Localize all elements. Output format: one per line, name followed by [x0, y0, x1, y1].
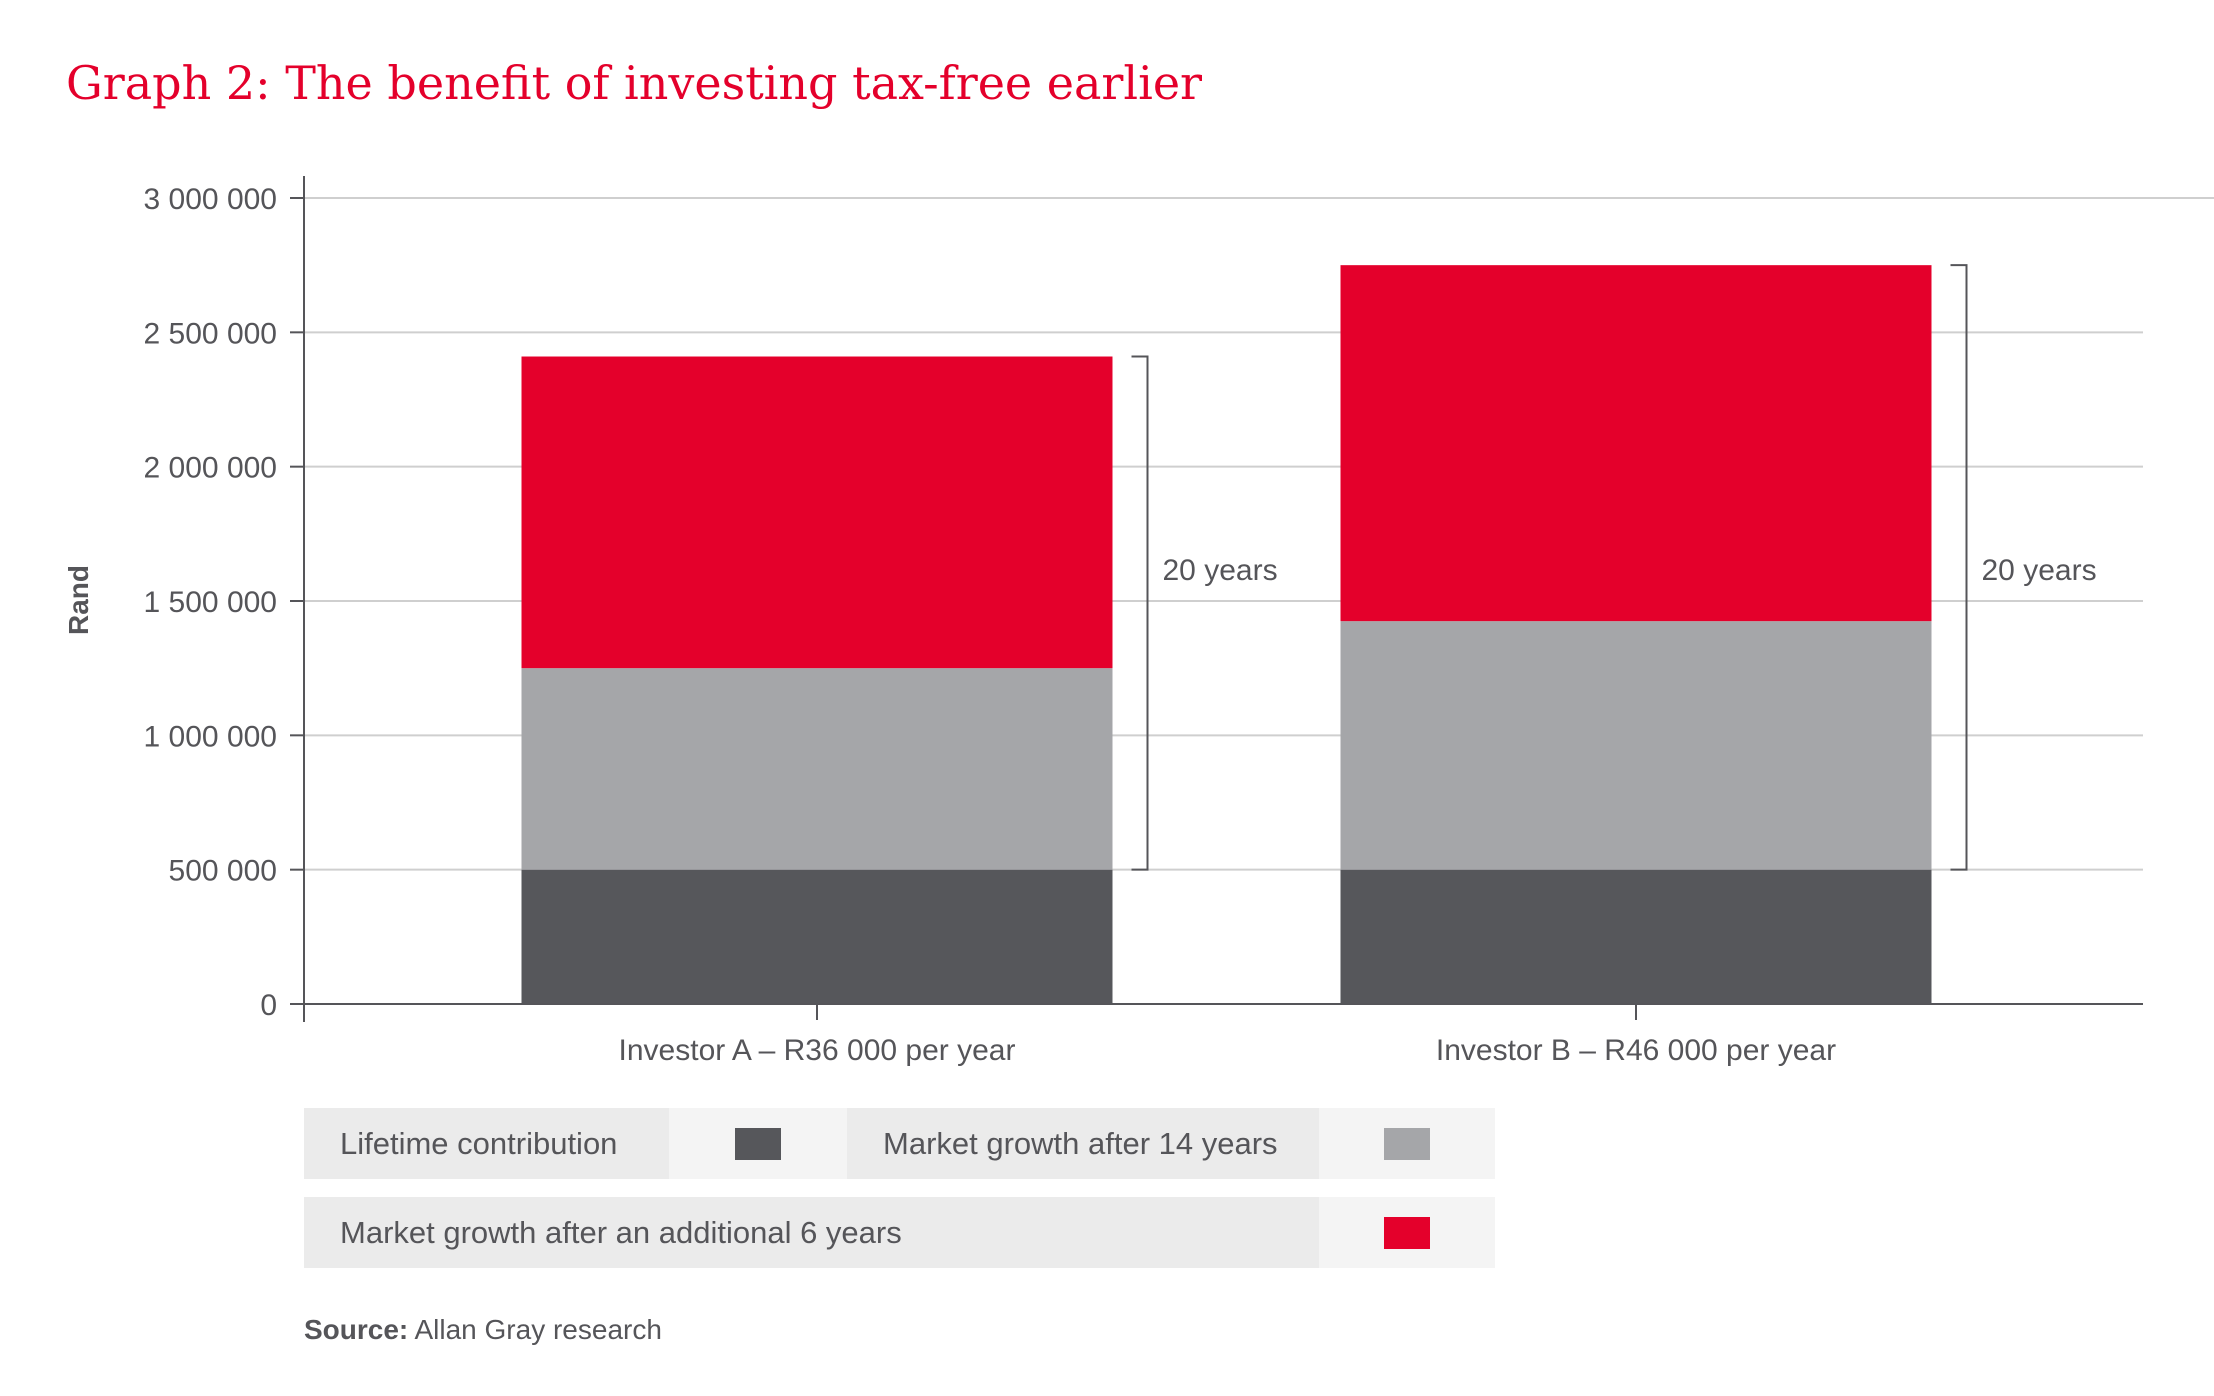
bar-segment-2: [521, 668, 1113, 870]
legend-label-market-growth-additional-6: Market growth after an additional 6 year…: [304, 1197, 1319, 1268]
bar-segment-1: [1340, 869, 1932, 1004]
legend-label-market-growth-14: Market growth after 14 years: [847, 1108, 1319, 1179]
y-tick-label: 2 000 000: [144, 452, 277, 485]
bar-segment-3: [521, 356, 1113, 669]
chart-title: Graph 2: The benefit of investing tax-fr…: [66, 56, 1203, 110]
source-label: Source:: [304, 1314, 409, 1345]
y-tick-label: 2 500 000: [144, 317, 277, 350]
legend-swatch-market-growth-14: [1384, 1127, 1430, 1160]
legend-label-lifetime-contribution: Lifetime contribution: [304, 1108, 669, 1179]
legend-swatch-cell: [1319, 1197, 1495, 1268]
annotation-label: 20 years: [1163, 554, 1278, 587]
legend-row-2: Market growth after an additional 6 year…: [304, 1197, 1495, 1268]
bar-segment-3: [1340, 265, 1932, 622]
y-tick-label: 0: [260, 989, 277, 1022]
annotation-label: 20 years: [1982, 554, 2097, 587]
legend-swatch-cell: [669, 1108, 847, 1179]
y-axis-label: Rand: [63, 565, 94, 635]
source-note: Source: Allan Gray research: [304, 1314, 662, 1346]
y-tick-label: 1 000 000: [144, 720, 277, 753]
y-tick-label: 3 000 000: [144, 183, 277, 216]
legend-swatch-market-growth-additional-6: [1384, 1216, 1430, 1249]
legend-swatch-lifetime-contribution: [735, 1127, 781, 1160]
bracket: [1950, 264, 1968, 871]
legend-row-1: Lifetime contribution Market growth afte…: [304, 1108, 1495, 1179]
stacked-bar-chart: 0 500 000 1 000 000 1 500 000 2 000 000 2 500…: [63, 176, 2214, 1067]
bar-segment-2: [1340, 621, 1932, 870]
y-tick-label: 500 000: [169, 855, 277, 888]
bracket: [1131, 355, 1149, 871]
source-text: Allan Gray research: [408, 1314, 662, 1345]
y-tick-label: 1 500 000: [144, 586, 277, 619]
bar-segment-1: [521, 869, 1113, 1004]
x-tick-label: Investor A – R36 000 per year: [619, 1034, 1016, 1067]
legend-swatch-cell: [1319, 1108, 1495, 1179]
x-tick-label: Investor B – R46 000 per year: [1436, 1034, 1836, 1067]
